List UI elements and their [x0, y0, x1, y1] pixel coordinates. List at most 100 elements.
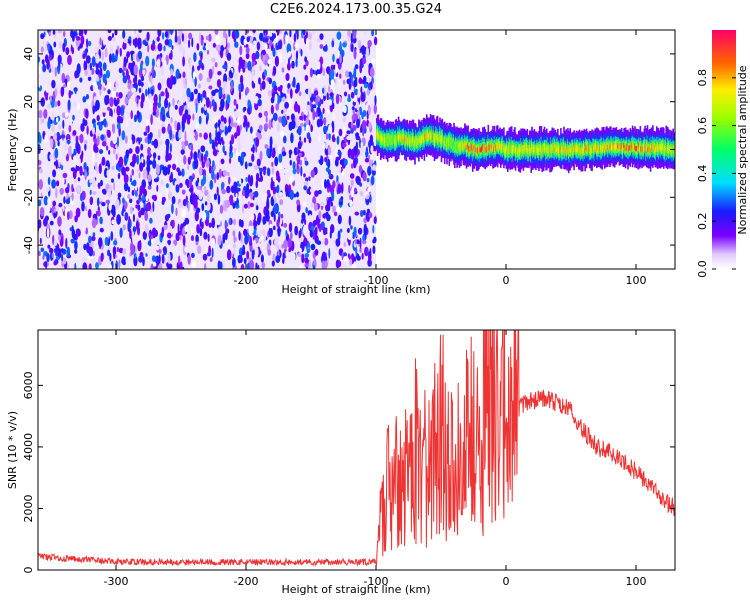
noise-speckle: [150, 89, 154, 95]
noise-speckle: [140, 207, 145, 216]
signal-band-segment: [429, 132, 432, 138]
noise-speckle: [122, 205, 125, 214]
noise-speckle: [166, 232, 172, 239]
noise-speckle: [280, 214, 284, 219]
noise-speckle: [229, 157, 232, 164]
noise-speckle: [287, 99, 290, 103]
noise-speckle: [196, 207, 201, 214]
noise-speckle: [148, 160, 153, 165]
noise-speckle: [294, 225, 299, 236]
noise-speckle: [274, 55, 279, 67]
noise-speckle: [314, 190, 319, 198]
noise-speckle: [92, 178, 96, 189]
noise-speckle: [190, 150, 193, 160]
noise-speckle: [350, 179, 354, 187]
noise-speckle: [58, 234, 61, 241]
noise-speckle: [269, 40, 273, 46]
noise-speckle: [323, 117, 327, 125]
noise-speckle: [298, 91, 302, 97]
noise-speckle: [323, 125, 328, 134]
noise-speckle: [222, 64, 228, 70]
noise-speckle: [238, 90, 242, 101]
noise-speckle: [183, 83, 186, 89]
noise-speckle: [135, 97, 138, 103]
noise-speckle: [306, 104, 311, 112]
noise-speckle: [222, 81, 228, 90]
snr-plot-area: [38, 330, 675, 567]
noise-speckle: [361, 112, 364, 120]
noise-speckle: [96, 210, 101, 217]
noise-speckle: [58, 248, 62, 259]
noise-speckle: [112, 123, 116, 134]
noise-speckle: [71, 192, 74, 202]
noise-speckle: [335, 93, 340, 105]
noise-speckle: [111, 178, 114, 183]
noise-speckle: [351, 114, 355, 122]
noise-speckle: [41, 118, 45, 123]
noise-speckle: [172, 76, 177, 85]
noise-speckle: [351, 106, 355, 111]
noise-speckle: [237, 117, 241, 124]
noise-speckle: [132, 226, 137, 233]
noise-speckle: [366, 238, 370, 247]
noise-speckle: [348, 184, 351, 194]
noise-speckle: [100, 179, 103, 187]
noise-speckle: [38, 66, 41, 75]
noise-speckle: [175, 244, 179, 255]
noise-speckle: [291, 60, 295, 69]
noise-speckle: [275, 103, 280, 111]
noise-speckle: [308, 186, 312, 196]
noise-speckle: [111, 53, 115, 63]
noise-speckle: [119, 74, 123, 80]
noise-speckle: [308, 214, 312, 221]
noise-speckle: [101, 51, 105, 62]
noise-speckle: [74, 262, 77, 269]
noise-speckle: [49, 220, 54, 226]
noise-speckle: [228, 204, 233, 216]
noise-speckle: [359, 191, 364, 197]
noise-speckle: [256, 158, 261, 167]
noise-speckle: [193, 52, 197, 63]
noise-speckle: [135, 146, 140, 154]
noise-speckle: [303, 185, 308, 191]
noise-speckle: [105, 199, 111, 204]
noise-speckle: [222, 37, 227, 48]
noise-speckle: [190, 226, 194, 237]
noise-speckle: [112, 36, 116, 42]
snr-frame: [37, 329, 676, 571]
noise-speckle: [161, 114, 166, 122]
noise-speckle: [264, 69, 267, 77]
noise-speckle: [130, 110, 133, 120]
noise-speckle: [296, 162, 299, 170]
signal-band-segment: [659, 144, 661, 150]
signal-band-segment: [579, 145, 582, 152]
noise-speckle: [137, 79, 142, 87]
noise-speckle: [122, 224, 126, 231]
noise-speckle: [92, 125, 95, 135]
noise-speckle: [311, 30, 316, 35]
noise-speckle: [261, 261, 266, 269]
signal-band-segment: [481, 146, 483, 152]
noise-speckle: [158, 254, 161, 264]
noise-speckle: [356, 118, 360, 129]
noise-speckle: [167, 239, 171, 246]
noise-speckle: [51, 179, 56, 189]
snr-ytick-label: 4000: [22, 433, 35, 461]
noise-speckle: [184, 217, 190, 225]
noise-speckle: [138, 172, 141, 179]
noise-speckle: [75, 165, 78, 173]
noise-speckle: [120, 99, 124, 105]
noise-speckle: [55, 251, 60, 257]
noise-speckle: [323, 58, 327, 66]
signal-band-segment: [474, 145, 476, 151]
noise-speckle: [208, 165, 212, 174]
noise-speckle: [310, 243, 316, 251]
noise-speckle: [74, 248, 78, 254]
noise-speckle: [102, 190, 107, 195]
noise-speckle: [287, 238, 293, 248]
noise-speckle: [191, 252, 195, 259]
noise-speckle: [82, 234, 86, 244]
noise-speckle: [123, 39, 128, 44]
noise-speckle: [250, 226, 254, 234]
noise-speckle: [113, 87, 117, 92]
